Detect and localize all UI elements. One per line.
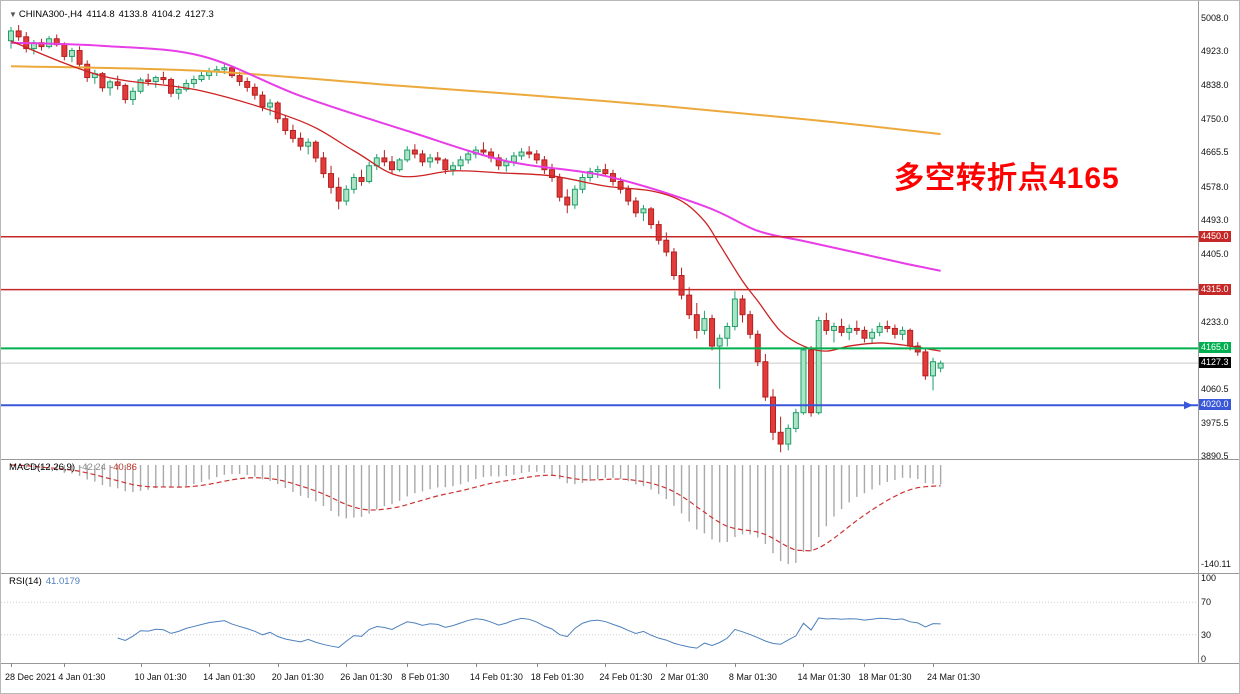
rsi-axis-label: 30 <box>1201 629 1212 640</box>
rsi-axis-label: 0 <box>1201 654 1207 664</box>
candles <box>8 25 944 453</box>
ohlc-low: 4104.2 <box>151 9 181 20</box>
axis-separator <box>1198 1 1199 663</box>
annotation-text[interactable]: 多空转折点4165 <box>894 162 1120 195</box>
time-tick-label: 14 Mar 01:30 <box>797 672 851 682</box>
time-tick-label: 18 Mar 01:30 <box>858 672 912 682</box>
price-level-label: 4020.0 <box>1199 399 1231 411</box>
macd-indicator-label: MACD(12,26,9) -42.24 -40.86 <box>9 462 137 473</box>
ohlc-high: 4133.8 <box>118 9 148 20</box>
price-tick-label: 4493.0 <box>1201 214 1229 225</box>
time-tick-label: 14 Jan 01:30 <box>203 672 256 682</box>
time-tick-label: 20 Jan 01:30 <box>271 672 324 682</box>
time-tick <box>475 663 477 667</box>
time-tick-label: 10 Jan 01:30 <box>134 672 187 682</box>
time-tick <box>803 663 805 667</box>
rsi-line <box>117 617 941 649</box>
macd-signal-line <box>10 464 941 552</box>
chart-shift-marker-icon: ▼ <box>9 10 17 19</box>
ohlc-close: 4127.3 <box>184 9 214 20</box>
time-tick <box>346 663 348 667</box>
chart-title: ▼ CHINA300-,H4 4114.8 4133.8 4104.2 4127.3 <box>9 9 214 20</box>
time-tick-label: 24 Feb 01:30 <box>599 672 653 682</box>
price-tick-label: 4923.0 <box>1201 46 1229 57</box>
price-tick-label: 4405.0 <box>1201 249 1229 260</box>
ma-mid-magenta <box>10 41 941 272</box>
panel-separator <box>1 573 1239 574</box>
time-tick-label: 8 Feb 01:30 <box>401 672 450 682</box>
rsi-indicator-label: RSI(14) 41.0179 <box>9 576 80 587</box>
price-level-label: 4450.0 <box>1199 230 1231 242</box>
time-tick <box>140 663 142 667</box>
ma-fast-red <box>10 40 941 352</box>
price-tick-label: 4665.5 <box>1201 147 1229 158</box>
current-price-label: 4127.3 <box>1199 357 1231 369</box>
time-tick <box>864 663 866 667</box>
ohlc-open: 4114.8 <box>86 9 115 20</box>
time-tick <box>933 663 935 667</box>
macd-value: -42.24 <box>79 462 106 473</box>
panel-separator <box>1 663 1239 664</box>
time-tick <box>666 663 668 667</box>
time-axis[interactable]: 28 Dec 2021 4 Jan 01:30 10 Jan 01:30 14 Jan… <box>1 663 1239 693</box>
ma-slow-orange <box>10 65 941 136</box>
price-level-label: 4165.0 <box>1199 342 1231 354</box>
level-line-arrow-icon <box>1184 401 1193 410</box>
time-tick-label: 26 Jan 01:30 <box>340 672 393 682</box>
time-tick <box>209 663 211 667</box>
macd-name: MACD(12,26,9) <box>9 462 75 473</box>
price-tick-label: 4750.0 <box>1201 114 1229 125</box>
time-tick-label: 28 Dec 2021 <box>5 672 57 682</box>
rsi-value: 41.0179 <box>45 576 81 587</box>
time-tick <box>407 663 409 667</box>
time-tick <box>605 663 607 667</box>
price-tick-label: 4233.0 <box>1201 316 1229 327</box>
price-level-label: 4315.0 <box>1199 283 1231 295</box>
time-tick <box>734 663 736 667</box>
macd-signal-value: -40.86 <box>109 462 137 473</box>
macd-histogram <box>17 465 942 564</box>
time-tick <box>64 663 66 667</box>
price-tick-label: 3890.5 <box>1201 451 1229 461</box>
rsi-name: RSI(14) <box>9 576 42 587</box>
price-tick-label: 3975.5 <box>1201 417 1229 428</box>
price-tick-label: 4578.0 <box>1201 181 1229 192</box>
time-tick-label: 2 Mar 01:30 <box>660 672 709 682</box>
rsi-axis-label: 100 <box>1201 573 1217 583</box>
time-tick <box>11 663 12 667</box>
time-tick-label: 24 Mar 01:30 <box>927 672 981 682</box>
time-tick-label: 18 Feb 01:30 <box>530 672 584 682</box>
price-tick-label: 5008.0 <box>1201 13 1229 23</box>
chart-symbol-period: CHINA300-,H4 <box>18 9 83 20</box>
time-tick-label: 8 Mar 01:30 <box>728 672 777 682</box>
moving-averages <box>10 40 941 352</box>
time-tick-label: 4 Jan 01:30 <box>58 672 106 682</box>
time-tick <box>277 663 279 667</box>
macd-axis-label: -140.11 <box>1201 559 1231 569</box>
price-tick-label: 4838.0 <box>1201 79 1229 90</box>
time-tick <box>536 663 538 667</box>
price-tick-label: 4060.5 <box>1201 384 1229 395</box>
level-lines[interactable] <box>1 235 1198 410</box>
time-tick-label: 14 Feb 01:30 <box>469 672 523 682</box>
rsi-axis-label: 70 <box>1201 597 1212 608</box>
price-axis[interactable]: 5008.0 4923.0 4838.0 4750.0 4665.5 4578.0 4493… <box>1198 1 1239 664</box>
panel-separator <box>1 459 1239 460</box>
